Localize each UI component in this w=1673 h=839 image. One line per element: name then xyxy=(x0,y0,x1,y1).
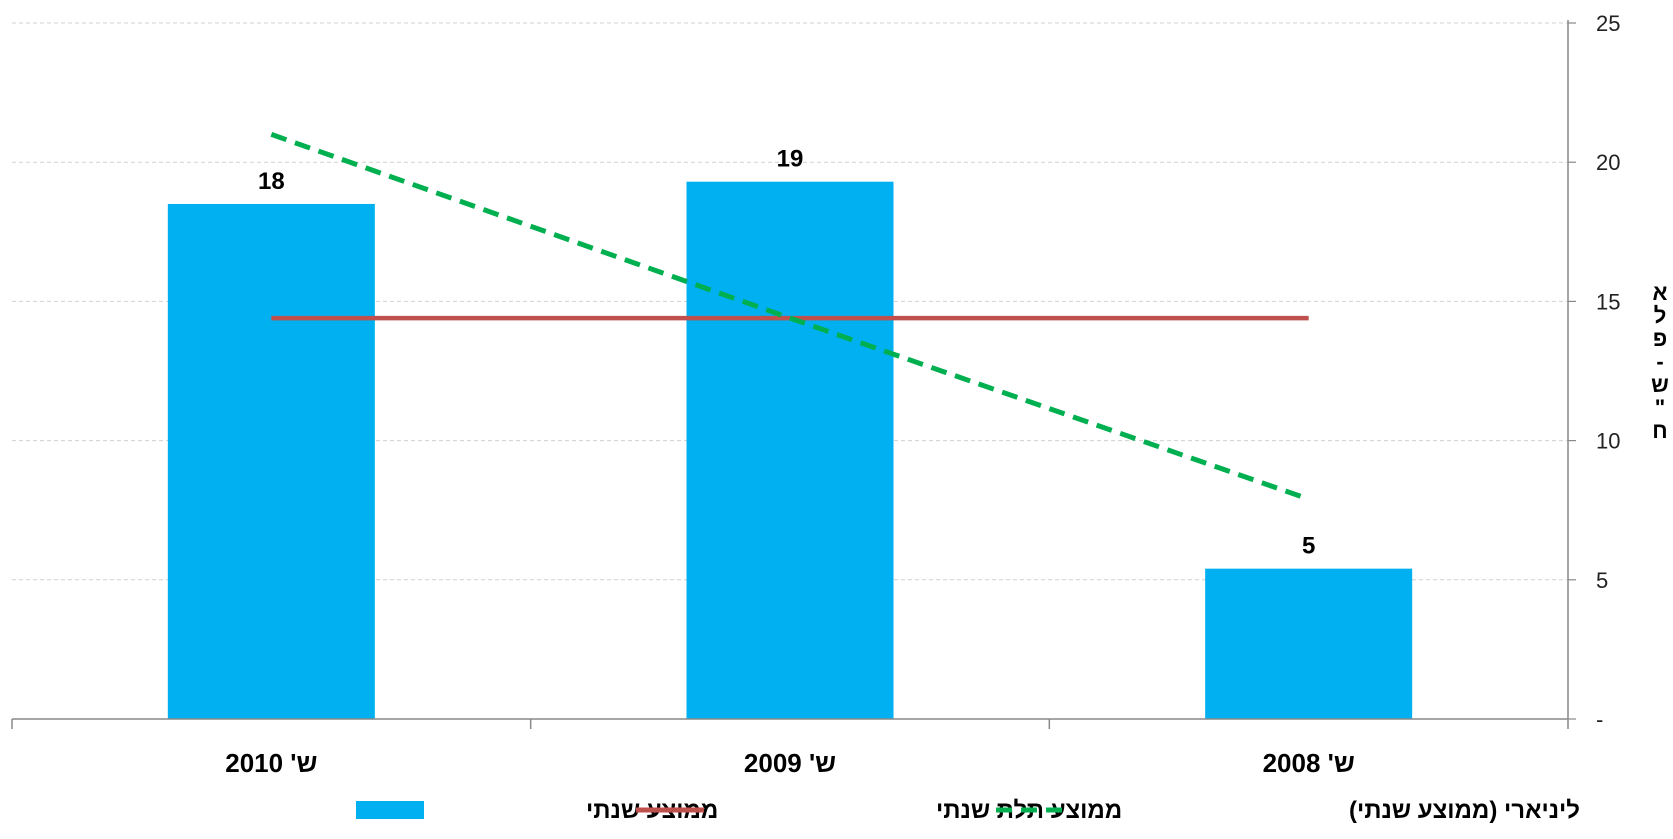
legend-swatch xyxy=(356,801,424,819)
legend-label: ליניארי (ממוצע שנתי) xyxy=(1349,797,1580,824)
y-tick-label: 5 xyxy=(1596,568,1608,593)
y-axis-title-char: ש xyxy=(1651,372,1669,397)
y-tick-label: 10 xyxy=(1596,429,1620,454)
bar xyxy=(686,181,894,720)
data-label: 19 xyxy=(777,146,804,173)
y-axis-title-char: " xyxy=(1655,395,1665,420)
y-tick-label: 15 xyxy=(1596,289,1620,314)
data-label: 5 xyxy=(1302,533,1315,560)
data-label: 18 xyxy=(258,168,285,195)
bar xyxy=(1205,568,1413,719)
y-tick-label: 20 xyxy=(1596,150,1620,175)
bar xyxy=(167,203,375,719)
y-axis-title-char: פ xyxy=(1653,326,1667,351)
y-tick-label: 25 xyxy=(1596,11,1620,36)
bars xyxy=(167,181,1413,720)
series-lines xyxy=(270,132,1310,502)
y-axis-title-char: א xyxy=(1652,280,1667,305)
trendline xyxy=(270,132,1310,502)
y-axis-title-char: ח xyxy=(1652,418,1667,443)
y-axis-title-char: ל xyxy=(1654,303,1667,328)
axes xyxy=(11,20,1576,729)
x-tick-label: ש' 2010 xyxy=(225,748,317,778)
legend: ממוצע שנתי ממוצע תלת שנתי ליניארי (ממוצע ש… xyxy=(356,797,1580,824)
y-axis-title-char: - xyxy=(1656,349,1663,374)
x-tick-label: ש' 2009 xyxy=(744,748,836,778)
y-tick-label: - xyxy=(1596,707,1603,732)
x-tick-label: ש' 2008 xyxy=(1263,748,1355,778)
